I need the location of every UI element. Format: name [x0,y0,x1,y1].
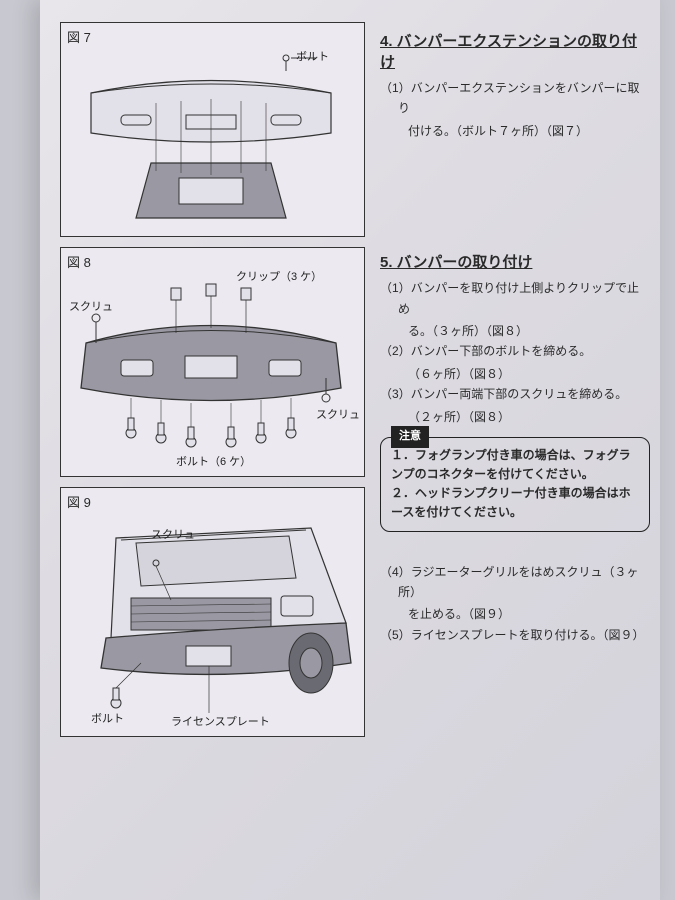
s5-step1: （1）バンパーを取り付け上側よりクリップで止め [380,278,650,319]
s4-step1: （1）バンパーエクステンションをバンパーに取り [380,78,650,119]
s5-step1-b: る。（３ヶ所）（図８） [380,321,650,341]
figure-7-label: 図 7 [67,27,91,46]
s4-step1-a: バンパーエクステンションをバンパーに取り [398,81,640,115]
section-5-title: 5. バンパーの取り付け [380,251,650,272]
figure-9-diagram [61,488,361,733]
fig7-bolt-label: ボルト [296,48,329,64]
caution-line1: １．フォグランプ付き車の場合は、フォグランプのコネクターを付けてください。 [391,446,639,484]
s5-step2-no: （2） [380,344,411,358]
s5-step5: （5）ライセンスプレートを取り付ける。（図９） [380,625,650,645]
s4-step1-no: （1） [380,81,411,95]
fig8-screw-r-label: スクリュ [316,406,360,422]
section-4-title: 4. バンパーエクステンションの取り付け [380,30,650,72]
paper-sheet: 図 7 ボルト [40,0,660,900]
s5-step5-no: （5） [380,628,411,642]
s4-step1-b: 付ける。（ボルト７ヶ所）（図７） [380,121,650,141]
s5-step4-a: ラジエーターグリルをはめスクリュ（３ヶ所） [398,565,638,599]
s5-step1-no: （1） [380,281,411,295]
figure-7: 図 7 ボルト [60,22,365,237]
figure-9: 図 9 [60,487,365,737]
s5-step2: （2）バンパー下部のボルトを締める。 [380,341,650,361]
instructions-column: 4. バンパーエクステンションの取り付け （1）バンパーエクステンションをバンパ… [380,30,650,647]
s5-step4: （4）ラジエーターグリルをはめスクリュ（３ヶ所） [380,562,650,603]
caution-line2: ２．ヘッドランプクリーナ付き車の場合はホースを付けてください。 [391,484,639,522]
s5-step2-b: （６ヶ所）（図８） [380,364,650,384]
s5-step4-b: を止める。（図９） [380,604,650,624]
fig8-clip-label: クリップ（3 ケ） [236,268,322,284]
fig9-screw-label: スクリュ [151,526,195,542]
s5-step3-b: （２ヶ所）（図８） [380,407,650,427]
figures-column: 図 7 ボルト [60,22,365,747]
figure-9-label: 図 9 [67,492,91,511]
caution-tag: 注意 [391,426,429,448]
s5-step2-a: バンパー下部のボルトを締める。 [411,344,592,358]
s5-step3-a: バンパー両端下部のスクリュを締める。 [411,387,628,401]
fig9-bolt-label: ボルト [91,710,124,726]
s5-step3: （3）バンパー両端下部のスクリュを締める。 [380,384,650,404]
figure-8-label: 図 8 [67,252,91,271]
figure-8: 図 8 [60,247,365,477]
s5-step3-no: （3） [380,387,411,401]
fig8-bolts-label: ボルト（6 ケ） [176,453,251,469]
fig8-screw-l-label: スクリュ [69,298,113,314]
s5-step1-a: バンパーを取り付け上側よりクリップで止め [398,281,639,315]
fig9-plate-label: ライセンスプレート [171,713,270,729]
s5-step4-no: （4） [380,565,411,579]
caution-box: 注意 １．フォグランプ付き車の場合は、フォグランプのコネクターを付けてください。… [380,437,650,532]
s5-step5-a: ライセンスプレートを取り付ける。（図９） [411,628,645,642]
